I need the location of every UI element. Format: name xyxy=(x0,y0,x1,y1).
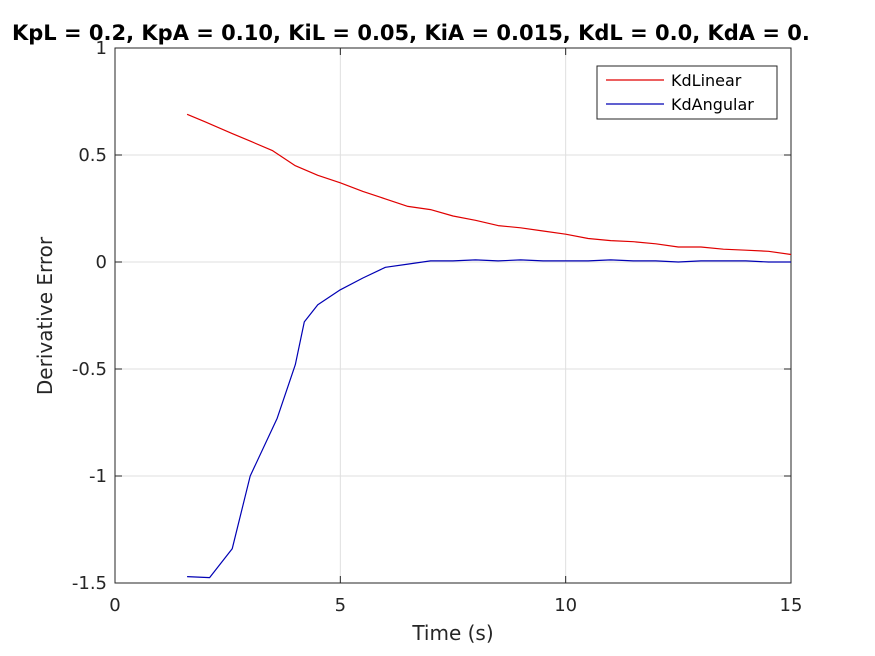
x-axis-label: Time (s) xyxy=(411,621,493,645)
x-tick-label: 0 xyxy=(109,595,120,616)
chart-title: KpL = 0.2, KpA = 0.10, KiL = 0.05, KiA =… xyxy=(12,21,810,45)
grid xyxy=(115,48,791,583)
x-tick-label: 10 xyxy=(554,595,577,616)
y-tick-label: -0.5 xyxy=(72,359,107,380)
series-line-kdangular xyxy=(187,259,791,579)
y-tick-label: 1 xyxy=(96,38,107,59)
x-tick-label: 15 xyxy=(780,595,803,616)
legend: KdLinear KdAngular xyxy=(596,65,778,120)
series-lines xyxy=(186,113,792,579)
axis-ticks: 0 5 10 15 -1.5 -1 -0.5 0 0.5 1 xyxy=(72,38,803,616)
x-tick-label: 5 xyxy=(335,595,346,616)
y-axis-label: Derivative Error xyxy=(33,236,57,395)
y-tick-label: 0 xyxy=(96,252,107,273)
y-tick-label: -1 xyxy=(89,466,107,487)
y-tick-label: 0.5 xyxy=(78,145,107,166)
legend-label-kdangular: KdAngular xyxy=(671,95,754,114)
series-line-kdlinear xyxy=(186,113,792,256)
plot-area xyxy=(114,47,792,584)
y-tick-label: -1.5 xyxy=(72,573,107,594)
legend-box xyxy=(596,65,778,120)
legend-label-kdlinear: KdLinear xyxy=(671,71,742,90)
